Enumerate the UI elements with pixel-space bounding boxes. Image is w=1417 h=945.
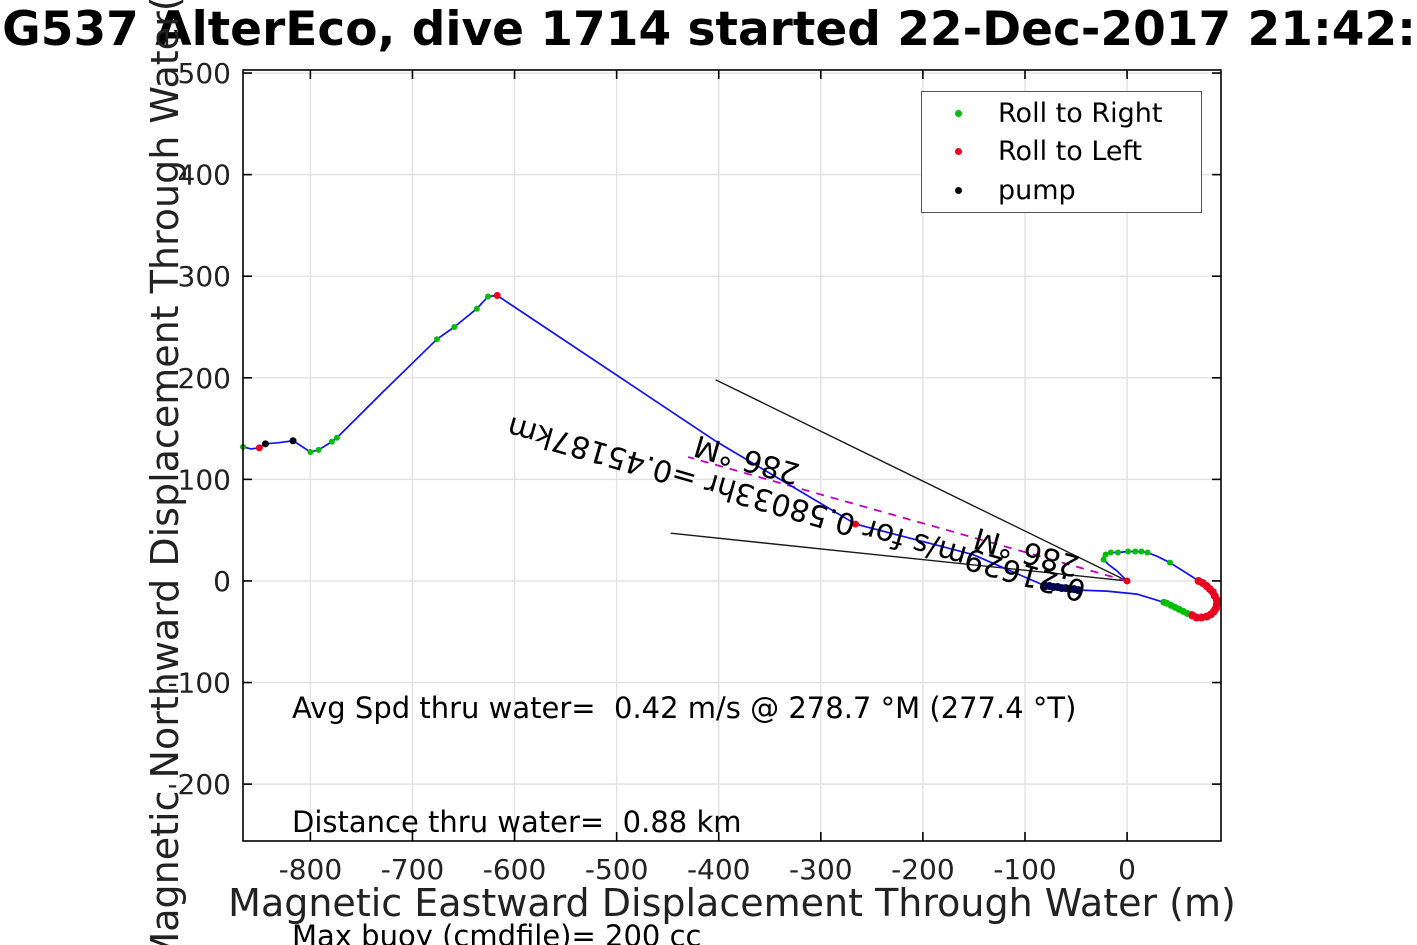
y-tick-label: 0 — [213, 565, 231, 598]
roll-left-dense-marker — [1188, 611, 1197, 620]
x-tick-label: -500 — [585, 853, 649, 886]
legend-item-pump: pump — [922, 172, 1201, 210]
legend-label-roll-right: Roll to Right — [998, 97, 1163, 129]
roll-right-marker-icon — [955, 109, 962, 117]
plot-area: 0.21629m/s for 0.58033hr =0.45187km 286 °… — [167, 57, 1222, 945]
roll-right-marker — [485, 293, 492, 300]
roll-right-marker — [333, 434, 340, 441]
stat-distance: Distance thru water= 0.88 km — [292, 805, 742, 839]
bearing-wedge-line — [670, 532, 1128, 582]
pump-marker — [261, 440, 269, 448]
y-tick-label: 400 — [178, 159, 231, 192]
x-tick-label: -100 — [993, 853, 1057, 886]
roll-right-marker — [1138, 548, 1145, 555]
roll-left-marker — [493, 292, 501, 300]
x-tick-label: -200 — [891, 853, 955, 886]
roll-right-marker — [1100, 556, 1107, 563]
roll-right-marker — [307, 448, 314, 455]
y-tick-label: 100 — [178, 463, 231, 496]
pump-marker — [289, 437, 297, 445]
roll-right-marker — [1114, 549, 1121, 556]
y-tick-label: 500 — [178, 57, 231, 90]
bearing-wedge-line — [715, 379, 1128, 582]
legend-item-roll-left: Roll to Left — [922, 133, 1201, 171]
dac-annotation-text: 0.21629m/s for 0.58033hr =0.45187km — [503, 409, 1089, 608]
roll-right-marker — [1107, 549, 1114, 556]
roll-right-dense-marker — [1160, 598, 1168, 606]
roll-right-marker — [328, 438, 335, 445]
y-tick-label: 200 — [178, 362, 231, 395]
roll-left-marker-icon — [955, 148, 962, 156]
chart-title: SG537 AlterEco, dive 1714 started 22-Dec… — [0, 2, 1417, 57]
x-axis-label: Magnetic Eastward Displacement Through W… — [228, 881, 1236, 925]
roll-right-marker — [433, 336, 440, 343]
legend-label-roll-left: Roll to Left — [998, 136, 1143, 168]
roll-right-marker — [1102, 551, 1109, 558]
roll-right-marker — [1125, 548, 1132, 555]
roll-left-marker — [1123, 577, 1131, 585]
dac-vector-line — [687, 456, 1128, 582]
roll-right-marker — [1132, 548, 1139, 555]
x-tick-label: -300 — [789, 853, 853, 886]
roll-left-marker — [852, 520, 860, 528]
roll-right-marker — [315, 446, 322, 453]
pump-marker-icon — [955, 187, 962, 195]
roll-right-marker — [1144, 549, 1151, 556]
x-tick-label: -700 — [381, 853, 445, 886]
roll-right-marker — [451, 324, 458, 330]
x-tick-label: -800 — [279, 853, 343, 886]
pump-dense-marker — [1041, 582, 1050, 591]
y-tick-label: -100 — [167, 667, 231, 700]
y-tick-label: 300 — [178, 260, 231, 293]
x-tick-label: -400 — [687, 853, 751, 886]
axes-border — [242, 69, 1222, 842]
stat-avg-speed: Avg Spd thru water= 0.42 m/s @ 278.7 °M … — [292, 691, 1077, 725]
x-tick-label: -600 — [483, 853, 547, 886]
y-tick-label: -200 — [167, 768, 231, 801]
roll-right-marker — [1166, 559, 1173, 566]
roll-right-marker — [473, 305, 480, 312]
dive-stats-block: Avg Spd thru water= 0.42 m/s @ 278.7 °M … — [292, 613, 1076, 945]
x-tick-label: 0 — [1118, 853, 1136, 886]
stat-max-buoy: Max buoy (cmdfile)= 200 cc — [292, 919, 702, 945]
roll-left-marker — [255, 444, 263, 452]
legend-label-pump: pump — [998, 175, 1076, 207]
legend: Roll to Right Roll to Left pump — [921, 91, 1202, 213]
legend-item-roll-right: Roll to Right — [922, 94, 1201, 132]
